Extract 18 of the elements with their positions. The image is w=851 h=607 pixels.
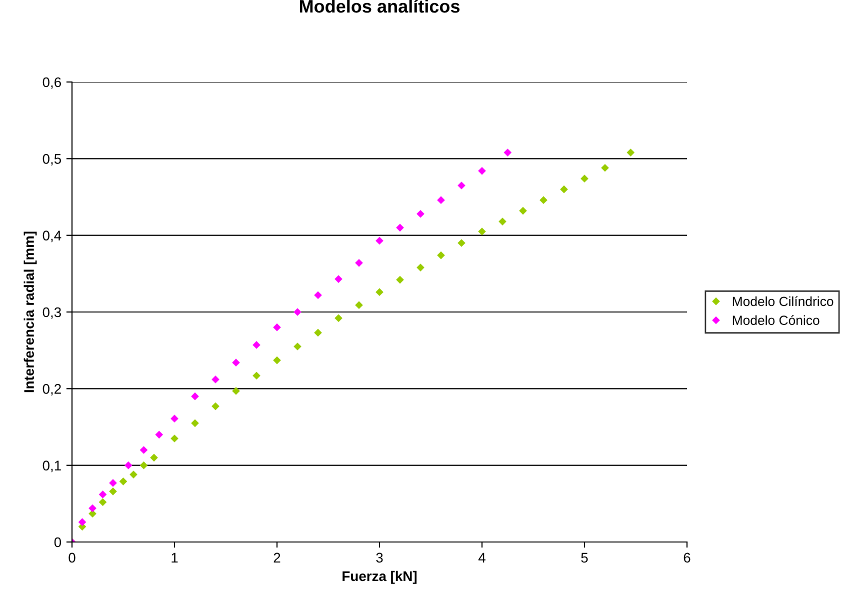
x-tick-label: 3 <box>376 552 383 563</box>
y-tick-label: 0,3 <box>42 307 61 319</box>
x-tick-label: 2 <box>274 552 280 562</box>
x-tick-label: 6 <box>684 552 690 563</box>
y-tick-label: 0,4 <box>42 230 62 242</box>
x-tick-label: 5 <box>581 552 588 563</box>
y-axis-title: Interferencia radial [mm] <box>24 232 37 392</box>
x-tick-label: 1 <box>172 552 178 562</box>
x-tick-label: 0 <box>68 552 76 563</box>
y-tick-label: 0,5 <box>42 154 62 166</box>
y-tick-label: 0,6 <box>42 77 61 89</box>
legend-label: Modelo Cónico <box>732 315 820 325</box>
y-tick-label: 0,1 <box>42 460 61 472</box>
legend-label: Modelo Cilíndrico <box>732 296 834 306</box>
y-tick-label: 0,2 <box>42 384 61 396</box>
y-tick-label: 0 <box>54 537 62 548</box>
x-tick-label: 4 <box>478 552 486 562</box>
x-axis-title: Fuerza [kN] <box>342 570 417 584</box>
